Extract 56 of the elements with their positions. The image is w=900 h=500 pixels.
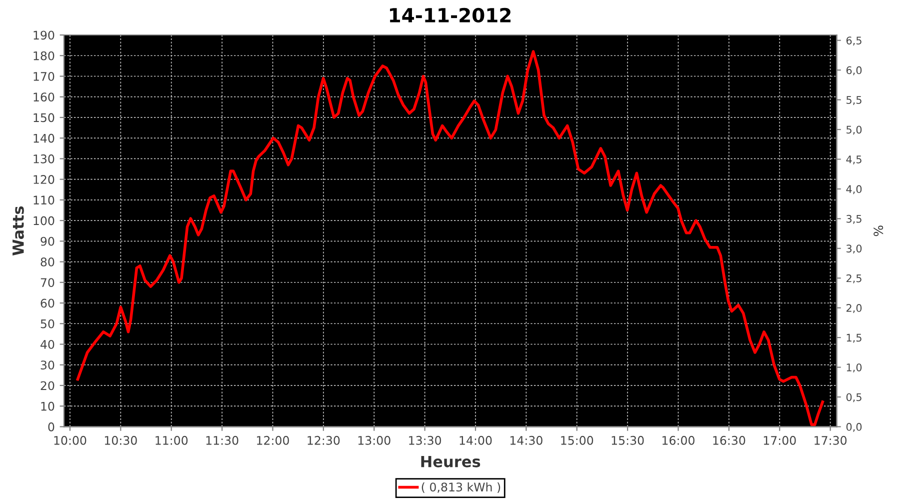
x-tick-label: 11:30 xyxy=(206,436,238,445)
y2-tick-label: 0,5 xyxy=(846,393,862,402)
y-tick-label: 180 xyxy=(34,51,54,60)
y2-tick-label: 1,5 xyxy=(846,334,862,343)
x-tick-label: 17:00 xyxy=(764,436,796,445)
y2-tick-label: 4,0 xyxy=(846,185,862,194)
x-tick-label: 12:00 xyxy=(257,436,289,445)
y-tick-label: 30 xyxy=(40,360,54,370)
x-tick-label: 14:00 xyxy=(460,436,492,445)
x-tick-label: 16:00 xyxy=(662,436,694,445)
x-axis-title: Heures xyxy=(421,456,480,468)
x-tick-label: 13:00 xyxy=(358,436,390,445)
y-tick-label: 60 xyxy=(40,298,54,308)
y2-tick-label: 5,0 xyxy=(846,126,862,135)
legend-label: ( 0,813 kWh ) xyxy=(422,482,500,493)
y2-tick-label: 2,0 xyxy=(846,304,862,313)
y2-tick-label: 2,5 xyxy=(846,274,862,284)
y-tick-label: 190 xyxy=(34,30,54,40)
y-axis-title: Watts xyxy=(12,206,24,256)
x-tick-label: 15:00 xyxy=(561,436,594,445)
x-tick-label: 17:30 xyxy=(814,436,847,445)
x-tick-label: 16:30 xyxy=(713,436,746,445)
y2-tick-label: 4,5 xyxy=(846,156,862,164)
y-tick-label: 70 xyxy=(40,278,54,288)
x-tick-label: 11:00 xyxy=(156,436,188,445)
y-tick-label: 10 xyxy=(41,402,54,411)
x-tick-label: 12:30 xyxy=(308,436,340,445)
y-tick-label: 150 xyxy=(34,113,54,122)
y-tick-label: 20 xyxy=(40,381,54,390)
y2-axis-title: % xyxy=(874,226,884,236)
y-tick-label: 80 xyxy=(40,257,54,266)
y-tick-label: 170 xyxy=(34,72,54,81)
y-tick-label: 90 xyxy=(40,236,54,246)
y-tick-label: 50 xyxy=(40,319,54,328)
y-tick-label: 130 xyxy=(34,154,54,164)
y2-tick-label: 6,0 xyxy=(846,66,862,76)
chart-title: 14-11-2012 xyxy=(390,8,510,23)
y-tick-label: 40 xyxy=(40,340,54,349)
y2-tick-label: 6,5 xyxy=(846,36,862,46)
y2-tick-label: 3,0 xyxy=(846,244,862,254)
y2-tick-label: 0,0 xyxy=(846,422,862,432)
y-tick-label: 100 xyxy=(34,216,54,226)
x-tick-label: 14:30 xyxy=(510,436,542,445)
y-tick-label: 120 xyxy=(34,175,54,184)
y-tick-label: 140 xyxy=(34,134,54,143)
x-tick-label: 10:00 xyxy=(54,436,86,445)
y-tick-label: 160 xyxy=(34,92,54,102)
x-tick-label: 10:30 xyxy=(104,436,137,445)
x-tick-label: 15:30 xyxy=(612,436,644,445)
y-tick-label: 110 xyxy=(34,196,54,205)
x-tick-label: 13:30 xyxy=(409,436,442,445)
y2-tick-label: 1,0 xyxy=(846,363,862,372)
y-tick-label: 0 xyxy=(48,422,54,432)
line-series xyxy=(76,50,824,426)
y2-tick-label: 5,5 xyxy=(846,96,862,105)
y2-tick-label: 3,5 xyxy=(846,214,862,224)
